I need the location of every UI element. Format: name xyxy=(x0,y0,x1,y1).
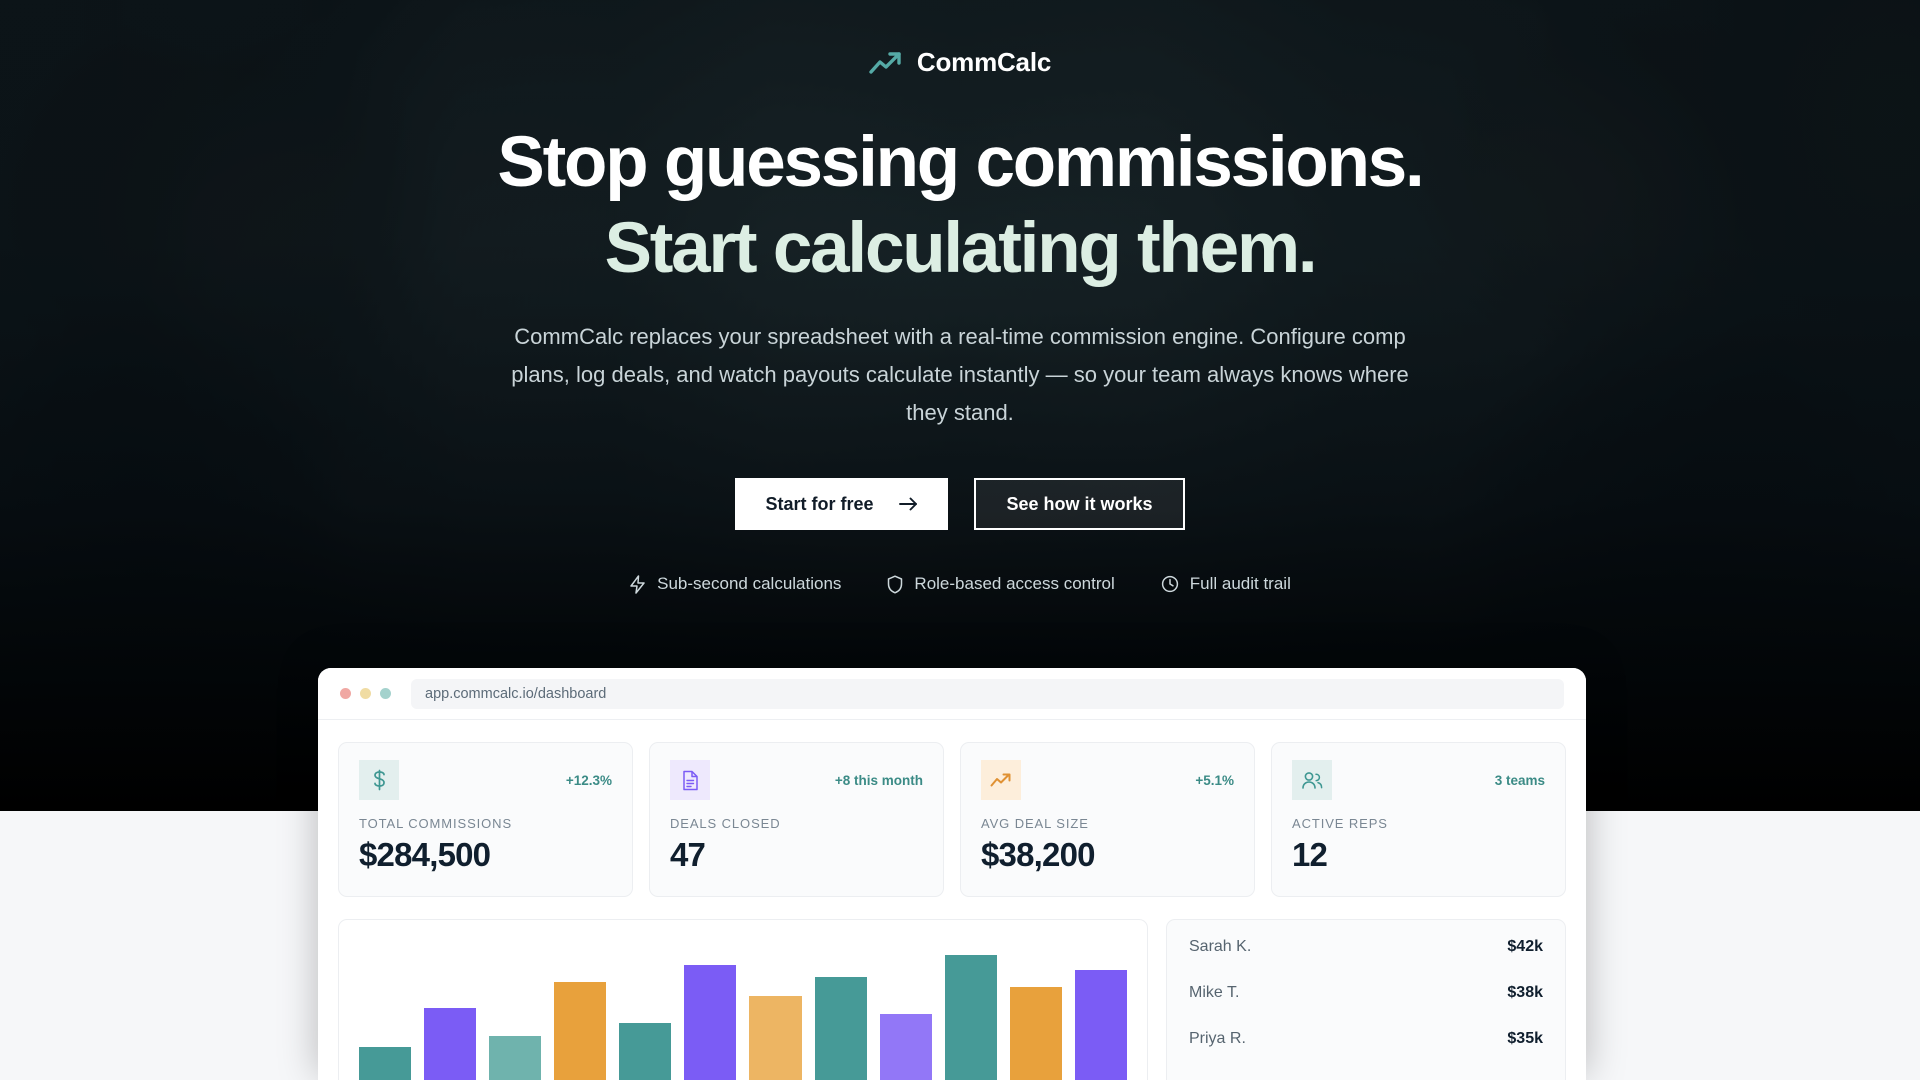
trending-up-icon xyxy=(981,760,1021,800)
bar-chart-bar xyxy=(489,1036,542,1080)
top-reps-leaderboard: Sarah K. $42k Mike T. $38k Priya R. $35k xyxy=(1166,919,1566,1080)
rep-amount: $38k xyxy=(1507,984,1543,1001)
document-icon xyxy=(670,760,710,800)
hero-section: CommCalc Stop guessing commissions. Star… xyxy=(0,0,1920,811)
address-bar[interactable]: app.commcalc.io/dashboard xyxy=(411,678,1564,709)
bar-chart-bar xyxy=(879,1014,932,1080)
bar-chart-bar xyxy=(1009,987,1062,1080)
feature-item-speed: Sub-second calculations xyxy=(629,574,841,594)
rep-name: Mike T. xyxy=(1189,984,1240,1001)
stat-card-row: +12.3% TOTAL COMMISSIONS $284,500 +8 thi… xyxy=(338,742,1566,897)
browser-chrome-bar: app.commcalc.io/dashboard xyxy=(318,668,1586,720)
commissions-bar-chart[interactable] xyxy=(338,919,1148,1080)
bar-chart-bar xyxy=(684,965,737,1080)
minimize-dot-icon[interactable] xyxy=(360,688,371,699)
feature-list: Sub-second calculations Role-based acces… xyxy=(629,574,1291,594)
feature-label: Full audit trail xyxy=(1189,574,1291,593)
dashboard-body: +12.3% TOTAL COMMISSIONS $284,500 +8 thi… xyxy=(318,720,1586,1080)
stat-delta: +5.1% xyxy=(1195,772,1234,788)
stat-label: ACTIVE REPS xyxy=(1292,816,1388,831)
see-how-it-works-button[interactable]: See how it works xyxy=(974,478,1185,530)
close-dot-icon[interactable] xyxy=(340,688,351,699)
users-icon xyxy=(1292,760,1332,800)
bar-chart-bar xyxy=(1074,969,1127,1080)
stat-card-avg-deal-size[interactable]: +5.1% AVG DEAL SIZE $38,200 xyxy=(960,742,1255,897)
cta-row: Start for free See how it works xyxy=(735,478,1185,530)
leaderboard-row[interactable]: Priya R. $35k xyxy=(1189,1016,1543,1062)
trending-up-icon xyxy=(869,51,901,74)
stat-delta: 3 teams xyxy=(1494,772,1545,788)
stat-value: 12 xyxy=(1292,836,1328,873)
dashboard-panels: Sarah K. $42k Mike T. $38k Priya R. $35k xyxy=(338,919,1566,1080)
stat-value: $284,500 xyxy=(359,836,491,873)
rep-amount: $35k xyxy=(1507,1030,1543,1047)
start-for-free-button[interactable]: Start for free xyxy=(735,478,949,530)
stat-label: TOTAL COMMISSIONS xyxy=(359,816,513,831)
brand-logo[interactable]: CommCalc xyxy=(869,47,1051,78)
rep-name: Priya R. xyxy=(1189,1030,1246,1047)
leaderboard-row[interactable]: Mike T. $38k xyxy=(1189,970,1543,1016)
stat-delta: +12.3% xyxy=(565,772,612,788)
arrow-right-icon xyxy=(899,497,918,511)
feature-label: Role-based access control xyxy=(914,574,1115,593)
headline-line-2: Start calculating them. xyxy=(604,209,1318,288)
stat-delta: +8 this month xyxy=(834,772,923,788)
bar-chart-bar xyxy=(424,1008,477,1080)
stat-value: 47 xyxy=(670,836,706,873)
bar-chart-bar xyxy=(749,996,802,1080)
feature-label: Sub-second calculations xyxy=(657,574,842,593)
stat-label: DEALS CLOSED xyxy=(670,816,781,831)
secondary-cta-label: See how it works xyxy=(1006,493,1153,514)
lightning-bolt-icon xyxy=(630,574,645,594)
bar-chart-bar xyxy=(944,954,997,1080)
rep-amount: $42k xyxy=(1507,938,1543,955)
stat-card-deals-closed[interactable]: +8 this month DEALS CLOSED 47 xyxy=(649,742,944,897)
hero-subheadline: CommCalc replaces your spreadsheet with … xyxy=(511,324,1409,425)
bar-chart-bar xyxy=(619,1023,672,1080)
bar-chart-bar xyxy=(359,1046,412,1080)
bar-chart-bars xyxy=(359,940,1127,1080)
headline-line-1: Stop guessing commissions. xyxy=(497,123,1424,202)
page-title: Stop guessing commissions. Start calcula… xyxy=(497,120,1424,292)
stat-value: $38,200 xyxy=(981,836,1095,873)
stat-label: AVG DEAL SIZE xyxy=(981,816,1089,831)
maximize-dot-icon[interactable] xyxy=(380,688,391,699)
bar-chart-bar xyxy=(814,977,867,1080)
brand-name: CommCalc xyxy=(916,47,1052,77)
stat-card-active-reps[interactable]: 3 teams ACTIVE REPS 12 xyxy=(1271,742,1566,897)
shield-icon xyxy=(888,574,903,594)
feature-item-rbac: Role-based access control xyxy=(887,574,1115,594)
traffic-light-dots xyxy=(340,688,391,699)
feature-item-audit: Full audit trail xyxy=(1161,574,1291,594)
browser-mockup: app.commcalc.io/dashboard +12.3% TOTAL C… xyxy=(318,668,1586,1080)
primary-cta-label: Start for free xyxy=(765,493,874,514)
stat-card-total-commissions[interactable]: +12.3% TOTAL COMMISSIONS $284,500 xyxy=(338,742,633,897)
bar-chart-bar xyxy=(554,981,607,1080)
dollar-icon xyxy=(359,760,399,800)
address-bar-url: app.commcalc.io/dashboard xyxy=(425,685,607,702)
clock-icon xyxy=(1161,575,1178,593)
rep-name: Sarah K. xyxy=(1189,938,1252,955)
leaderboard-row[interactable]: Sarah K. $42k xyxy=(1189,924,1543,970)
